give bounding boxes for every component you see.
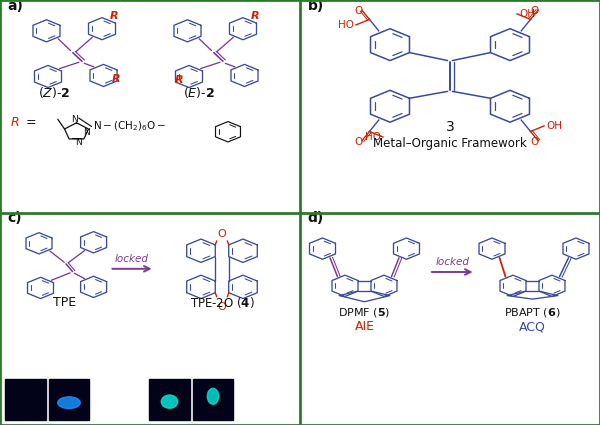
Bar bbox=[149, 380, 190, 420]
Ellipse shape bbox=[208, 388, 218, 404]
Text: O: O bbox=[530, 137, 539, 147]
Text: TPE-2O ($\mathbf{4}$): TPE-2O ($\mathbf{4}$) bbox=[190, 295, 254, 310]
Text: locked: locked bbox=[115, 254, 149, 264]
Text: N: N bbox=[71, 115, 77, 124]
Bar bbox=[49, 380, 89, 420]
Text: OH: OH bbox=[520, 9, 535, 19]
Text: R: R bbox=[251, 11, 259, 21]
Text: O: O bbox=[218, 303, 226, 312]
Text: N: N bbox=[83, 128, 91, 137]
Text: AIE: AIE bbox=[355, 320, 374, 334]
Text: ACQ: ACQ bbox=[519, 320, 546, 334]
Text: R: R bbox=[110, 11, 118, 21]
Text: d): d) bbox=[308, 211, 324, 225]
Text: O: O bbox=[354, 137, 362, 147]
Text: $(E)$-$\mathbf{2}$: $(E)$-$\mathbf{2}$ bbox=[183, 85, 215, 100]
Text: a): a) bbox=[7, 0, 23, 13]
Text: TPE: TPE bbox=[53, 296, 76, 309]
Text: O: O bbox=[530, 6, 539, 16]
Text: $R$: $R$ bbox=[11, 116, 20, 130]
Text: 3: 3 bbox=[446, 120, 454, 134]
Text: $\mathrm{N-(CH_2)_6O-}$: $\mathrm{N-(CH_2)_6O-}$ bbox=[93, 120, 167, 133]
Ellipse shape bbox=[58, 397, 80, 408]
Text: c): c) bbox=[7, 211, 22, 225]
Text: O: O bbox=[218, 229, 226, 239]
Text: =: = bbox=[25, 116, 36, 130]
Text: b): b) bbox=[308, 0, 324, 13]
Text: OH: OH bbox=[547, 121, 562, 131]
Text: locked: locked bbox=[435, 257, 469, 267]
Text: R: R bbox=[112, 74, 120, 84]
Text: DPMF ($\mathbf{5}$): DPMF ($\mathbf{5}$) bbox=[338, 306, 391, 319]
Text: $(Z)$-$\mathbf{2}$: $(Z)$-$\mathbf{2}$ bbox=[37, 85, 70, 100]
Bar bbox=[193, 380, 233, 420]
Ellipse shape bbox=[161, 395, 178, 408]
Text: Metal–Organic Framework: Metal–Organic Framework bbox=[373, 136, 527, 150]
Text: N: N bbox=[75, 138, 82, 147]
Text: R: R bbox=[175, 75, 184, 85]
Text: HO: HO bbox=[365, 132, 380, 142]
Text: HO: HO bbox=[338, 20, 353, 30]
Bar bbox=[5, 380, 46, 420]
Text: PBAPT ($\mathbf{6}$): PBAPT ($\mathbf{6}$) bbox=[504, 306, 561, 319]
Text: O: O bbox=[354, 6, 362, 16]
